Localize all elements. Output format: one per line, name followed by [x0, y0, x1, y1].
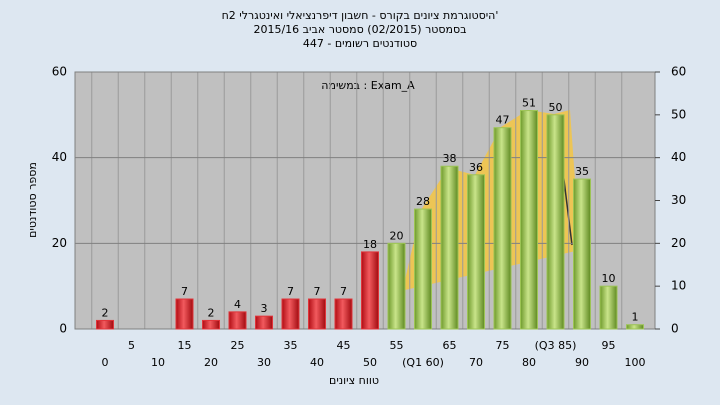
bar [414, 208, 432, 330]
value-label: 36 [469, 161, 483, 174]
value-label: 18 [363, 238, 377, 251]
x-tick-label: 80 [522, 356, 536, 369]
value-label: 20 [390, 229, 404, 242]
chart-subtitle: בסמסטר (02/2015) סמסטר אביב 2015/16 [253, 23, 466, 36]
bar [334, 298, 353, 330]
value-label: 28 [416, 195, 430, 208]
x-tick-label: (Q3 85) [535, 339, 577, 352]
y2-tick-label: 30 [671, 193, 686, 207]
x-tick-label: 95 [602, 339, 616, 352]
x-tick-label: (Q1 60) [402, 356, 444, 369]
chart-subtitle: סטודנטים רשומים - 447 [303, 37, 417, 50]
x-tick-label: 45 [337, 339, 351, 352]
x-tick-label: 65 [443, 339, 457, 352]
bar [281, 298, 300, 330]
bar [467, 174, 485, 330]
x-tick-label: 30 [257, 356, 271, 369]
x-tick-label: 50 [363, 356, 377, 369]
bar [255, 315, 273, 330]
value-label: 3 [261, 302, 268, 315]
bar [202, 319, 220, 330]
bar [440, 165, 459, 330]
bar [228, 311, 247, 330]
bar [520, 110, 538, 330]
x-tick-label: 20 [204, 356, 218, 369]
x-tick-label: 0 [102, 356, 109, 369]
y-axis-title: מספר סטודנטים [26, 162, 39, 238]
y2-tick-label: 0 [671, 322, 679, 336]
x-tick-label: 90 [575, 356, 589, 369]
x-tick-label: 75 [496, 339, 510, 352]
x-tick-label: 25 [231, 339, 245, 352]
x-tick-label: 40 [310, 356, 324, 369]
x-axis-title: טווח ציונים [329, 374, 379, 387]
y2-tick-label: 20 [671, 236, 686, 250]
x-tick-label: 15 [178, 339, 192, 352]
bar [493, 127, 512, 330]
value-label: 10 [602, 272, 616, 285]
annotation: במשימה : Exam_A [321, 79, 415, 92]
bar [626, 324, 644, 330]
y-tick-label: 60 [52, 65, 67, 79]
bar [361, 251, 379, 330]
value-label: 51 [522, 97, 536, 110]
value-label: 35 [575, 165, 589, 178]
value-label: 7 [181, 285, 188, 298]
bar [546, 114, 565, 330]
x-tick-label: 55 [390, 339, 404, 352]
x-tick-label: 10 [151, 356, 165, 369]
x-tick-label: 5 [128, 339, 135, 352]
y-tick-label: 20 [52, 236, 67, 250]
value-label: 7 [314, 285, 321, 298]
value-label: 50 [549, 101, 563, 114]
y2-tick-label: 60 [671, 65, 686, 79]
chart-title: היסטוגרמת ציונים בקורס - חשבון דיפרנציאל… [222, 9, 499, 22]
y-tick-label: 0 [59, 322, 67, 336]
value-label: 47 [496, 114, 510, 127]
value-label: 7 [287, 285, 294, 298]
value-label: 2 [208, 306, 215, 319]
y-tick-label: 40 [52, 150, 67, 164]
bar [387, 242, 406, 330]
y2-tick-label: 50 [671, 107, 686, 121]
y2-tick-label: 10 [671, 279, 686, 293]
bar [573, 178, 591, 330]
bar [96, 319, 114, 330]
value-label: 7 [340, 285, 347, 298]
bar [308, 298, 326, 330]
value-label: 1 [632, 311, 639, 324]
value-label: 2 [102, 306, 109, 319]
x-tick-label: 35 [284, 339, 298, 352]
value-label: 4 [234, 298, 241, 311]
bar [599, 285, 618, 330]
y2-tick-label: 40 [671, 150, 686, 164]
x-tick-label: 70 [469, 356, 483, 369]
x-tick-label: 100 [625, 356, 646, 369]
bar [175, 298, 194, 330]
value-label: 38 [443, 152, 457, 165]
